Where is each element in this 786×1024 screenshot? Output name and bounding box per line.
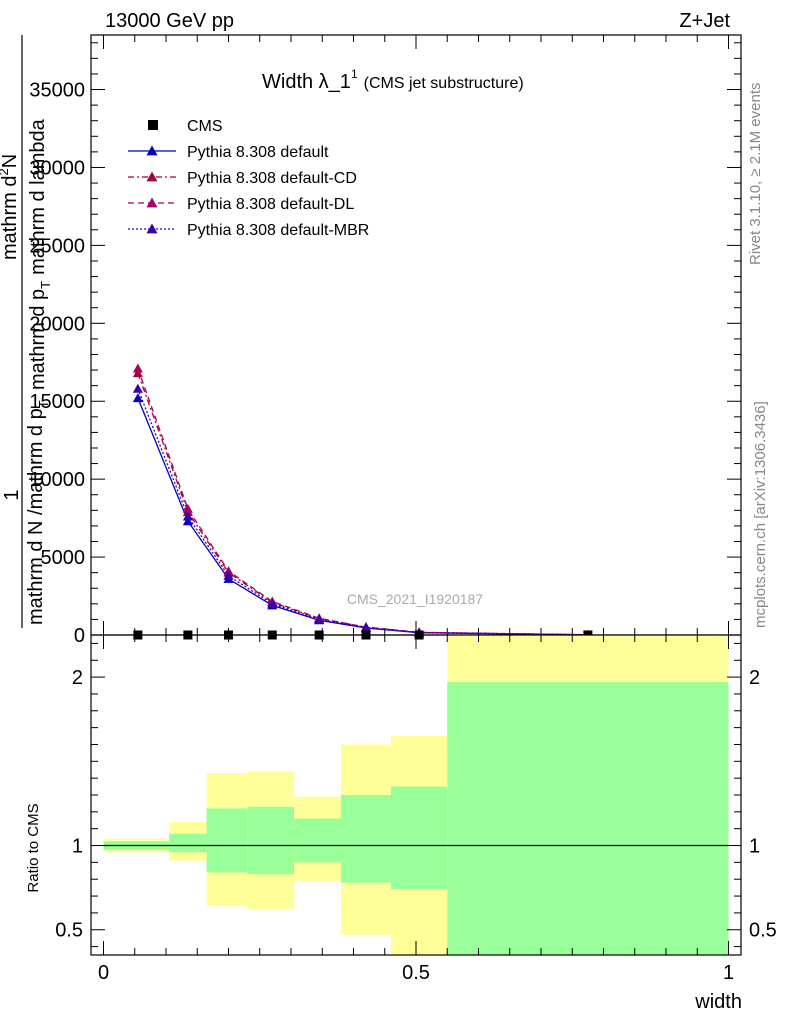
series-point-mbr (223, 570, 234, 580)
series-point-mbr (267, 598, 278, 608)
legend-marker-default (146, 145, 158, 156)
ratio-y-tick-label-right: 0.5 (749, 920, 777, 942)
ylabel-one: 1 (1, 489, 23, 500)
ylabel-inner-numerator: mathrm d2N (0, 154, 21, 260)
ratio-inner-band-1 (169, 833, 207, 853)
x-axis-label: width (694, 991, 742, 1013)
ratio-panel: 0.5 0.5 1 1 2 2 0 0.5 1 Ratio to CMS width (25, 634, 777, 1013)
main-title-text: Width λ_1 (262, 71, 351, 93)
mcplots-label: mcplots.cern.ch [arXiv:1306.3436] (752, 401, 769, 628)
ratio-inner-band-3 (247, 806, 295, 875)
series-line-mbr (137, 388, 588, 636)
ratio-y-tick-label: 1 (72, 836, 83, 858)
y-tick-label: 0 (74, 625, 85, 647)
legend: CMS Pythia 8.308 default Pythia 8.308 defa… (128, 118, 369, 239)
ratio-y-axis-label: Ratio to CMS (25, 803, 42, 892)
series-point-mbr (132, 383, 143, 393)
series-point-dl (132, 363, 143, 373)
series-point-mbr (314, 614, 325, 624)
series-point-default (182, 516, 193, 526)
y-tick-label: 25000 (29, 235, 85, 257)
header-process-label: Z+Jet (679, 10, 730, 32)
ratio-inner-band-2 (206, 808, 248, 873)
legend-label-dl: Pythia 8.308 default-DL (187, 196, 354, 213)
main-title-subtitle: (CMS jet substructure) (364, 75, 524, 92)
watermark: CMS_2021_I1920187 (347, 591, 483, 607)
svg-text:Width λ_11(CMS jet substructur: Width λ_11 (CMS jet substructure) (262, 67, 524, 93)
series-point-cd (132, 368, 143, 378)
main-axes: 0 5000 10000 15000 20000 25000 30000 35000 (29, 34, 742, 647)
series-point-mbr (361, 622, 371, 632)
ratio-y-tick-label-right: 1 (749, 836, 760, 858)
main-panel: Width λ_11(CMS jet substructure) CMS_202… (0, 34, 742, 647)
series-point-dl (182, 503, 193, 513)
rivet-version-label: Rivet 3.1.10, ≥ 2.1M events (747, 83, 764, 266)
legend-label-cd: Pythia 8.308 default-CD (187, 170, 357, 187)
series-point-default (132, 393, 143, 403)
x-tick-label: 0.5 (402, 962, 430, 984)
y-tick-label: 30000 (29, 157, 85, 179)
legend-marker-cd (146, 171, 158, 182)
legend-label-mbr: Pythia 8.308 default-MBR (187, 222, 369, 239)
series-point-mbr (182, 511, 193, 521)
ratio-y-tick-label: 0.5 (55, 920, 83, 942)
y-tick-label: 10000 (29, 469, 85, 491)
ratio-axes: 0.5 0.5 1 1 2 2 0 0.5 1 (55, 634, 777, 984)
ratio-inner-band-6 (391, 786, 448, 890)
ratio-y-tick-label-right: 2 (749, 667, 760, 689)
ratio-bands (103, 635, 729, 955)
x-tick-label: 1 (723, 962, 734, 984)
legend-label-cms: CMS (187, 118, 223, 135)
ratio-inner-band-4 (294, 818, 341, 863)
header-energy-label: 13000 GeV pp (105, 10, 234, 32)
legend-marker-dl (146, 197, 158, 208)
main-y-axis-label: 1 mathrm d N /mathrm d pT mathrm d2N mat… (0, 35, 53, 628)
y-tick-label: 5000 (41, 547, 86, 569)
main-title-superscript: 1 (351, 67, 358, 81)
legend-marker-mbr (146, 223, 158, 234)
y-tick-label: 15000 (29, 391, 85, 413)
ratio-inner-band-7 (447, 682, 729, 955)
ylabel-inner-denominator: mathrm d pTmathrm d lambda (27, 118, 53, 390)
y-tick-label: 20000 (29, 313, 85, 335)
ylabel-outer-denominator: mathrm d N /mathrm d pT (25, 400, 51, 625)
main-title: Width λ_11 (CMS jet substructure) (262, 67, 524, 93)
legend-marker-cms (148, 120, 158, 130)
ratio-inner-band-5 (341, 795, 391, 883)
y-tick-label: 35000 (29, 80, 85, 102)
x-tick-label: 0 (98, 962, 109, 984)
ratio-y-tick-label: 2 (72, 667, 83, 689)
legend-label-default: Pythia 8.308 default (187, 144, 329, 161)
series-line-dl (137, 368, 588, 636)
